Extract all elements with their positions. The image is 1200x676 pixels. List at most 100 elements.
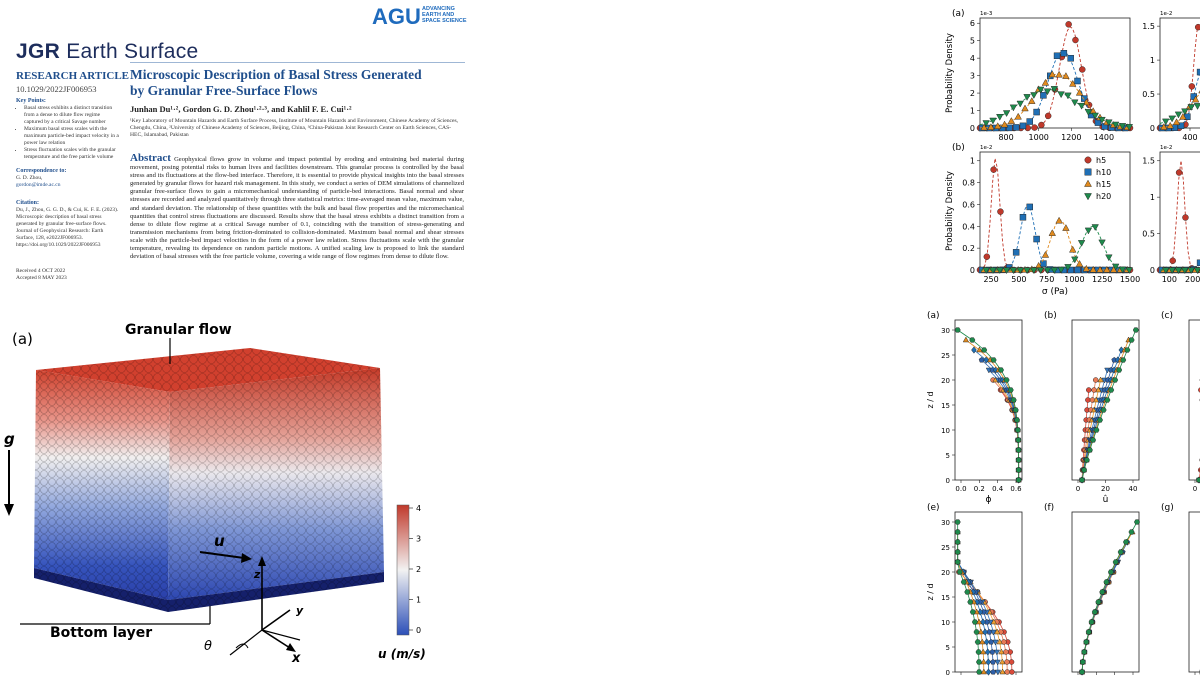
data-point	[1160, 123, 1168, 130]
velocity-label: u	[214, 532, 225, 550]
data-point	[1060, 50, 1068, 57]
colorbar-label: u (m/s)	[378, 647, 426, 661]
data-point	[1096, 265, 1104, 273]
y-axis-label: z / d	[926, 583, 935, 600]
gravity-label: g	[4, 430, 15, 448]
bottom-layer-label: Bottom layer	[50, 625, 152, 641]
data-point	[1064, 92, 1072, 100]
data-point	[954, 529, 961, 535]
y-tick-label: 1	[1150, 193, 1155, 202]
data-point	[1089, 265, 1097, 273]
data-point	[994, 659, 1001, 666]
legend-label: h20	[1096, 192, 1111, 201]
data-point	[1122, 539, 1129, 545]
data-point	[1009, 669, 1015, 675]
data-point	[1012, 249, 1020, 256]
data-point	[1040, 260, 1047, 267]
y-tick-label: 20	[941, 569, 950, 577]
velocity-arrow	[199, 551, 245, 559]
data-point	[1023, 94, 1031, 101]
legend-label: h5	[1096, 156, 1106, 165]
data-point	[1004, 659, 1010, 665]
data-point	[1098, 239, 1106, 247]
x-tick-label: 250	[983, 275, 998, 284]
data-point	[1181, 108, 1189, 116]
data-point	[1030, 92, 1038, 99]
profile-panel: (b) û 0 20 40	[1044, 311, 1140, 505]
data-point	[1008, 659, 1015, 665]
data-point	[990, 668, 997, 675]
data-point	[1072, 36, 1079, 44]
data-point	[973, 629, 980, 635]
data-point	[976, 669, 983, 675]
data-point	[982, 628, 988, 636]
data-point	[986, 628, 993, 635]
data-point	[971, 346, 977, 354]
colorbar-tick-label: 2	[416, 565, 421, 574]
data-point	[1041, 250, 1050, 258]
data-point	[983, 638, 990, 646]
paper-header: AGU ADVANCING EARTH AND SPACE SCIENCE JG…	[0, 0, 470, 310]
data-point	[1105, 119, 1113, 127]
x-tick-label: 800	[998, 133, 1013, 142]
data-point	[1057, 91, 1065, 99]
data-point	[1172, 118, 1181, 125]
data-point	[996, 114, 1004, 121]
data-point	[999, 658, 1006, 665]
x-tick-label: 20	[1101, 485, 1110, 493]
data-point	[1031, 124, 1038, 131]
y-exponent: 1e-2	[1160, 11, 1172, 17]
data-point	[1000, 120, 1009, 128]
y-exponent: 1e-2	[1160, 145, 1172, 151]
y-tick-label: 5	[946, 644, 950, 652]
data-point	[996, 267, 1004, 275]
chart-pdf-tau-angle: 40060080000.511.51e-226°30°34°38°	[1142, 11, 1200, 142]
data-point	[954, 519, 961, 525]
data-point	[987, 123, 995, 130]
data-point	[1116, 367, 1123, 373]
data-point	[1043, 267, 1052, 275]
data-point	[1041, 78, 1050, 86]
data-point	[985, 668, 992, 676]
data-point	[994, 669, 1002, 676]
y-axis-label: Probability Density	[945, 171, 955, 251]
legend-marker	[1084, 193, 1092, 201]
colorbar-tick-label: 4	[416, 504, 421, 513]
data-point	[1125, 267, 1133, 274]
data-point	[1019, 122, 1027, 130]
data-point	[1065, 21, 1072, 28]
doi[interactable]: 10.1029/2022JF006953	[16, 84, 97, 94]
y-tick-label: 0	[946, 477, 950, 485]
data-point	[1015, 447, 1022, 453]
email-link[interactable]: gordon@imde.ac.cn	[16, 182, 61, 188]
abstract: Abstract Geophysical flows grow in volum…	[130, 153, 464, 261]
data-point	[978, 356, 985, 363]
data-point	[1103, 265, 1111, 273]
divider	[130, 62, 465, 63]
legend-label: h10	[1096, 168, 1111, 177]
data-point	[1048, 70, 1056, 78]
panel-label: (g)	[1161, 503, 1174, 513]
profile-line	[1081, 389, 1090, 481]
sim-panel-label: (a)	[12, 330, 33, 348]
data-point	[1193, 103, 1200, 110]
data-point	[1098, 116, 1106, 124]
correspondence: Correspondence to: G. D. Zhou, gordon@im…	[16, 168, 67, 188]
x-tick-label: 400	[1182, 133, 1197, 142]
data-point	[1107, 569, 1114, 575]
agu-sub-3: SPACE SCIENCE	[422, 18, 467, 24]
data-point	[1048, 229, 1056, 236]
data-point	[1179, 112, 1187, 120]
y-tick-label: 1	[1150, 56, 1155, 65]
profile-panel: (f)I10⁻²10⁻¹10⁰10¹	[1044, 503, 1140, 676]
y-exponent: 1e-3	[980, 11, 993, 17]
x-tick-label: 1400	[1094, 133, 1114, 142]
data-point	[1014, 112, 1022, 120]
data-point	[997, 367, 1004, 373]
y-tick-label: 3	[970, 72, 975, 81]
data-point	[975, 659, 983, 665]
data-point	[1037, 267, 1045, 275]
data-point	[1088, 619, 1095, 625]
data-point	[1193, 267, 1200, 275]
data-point	[996, 638, 1003, 645]
